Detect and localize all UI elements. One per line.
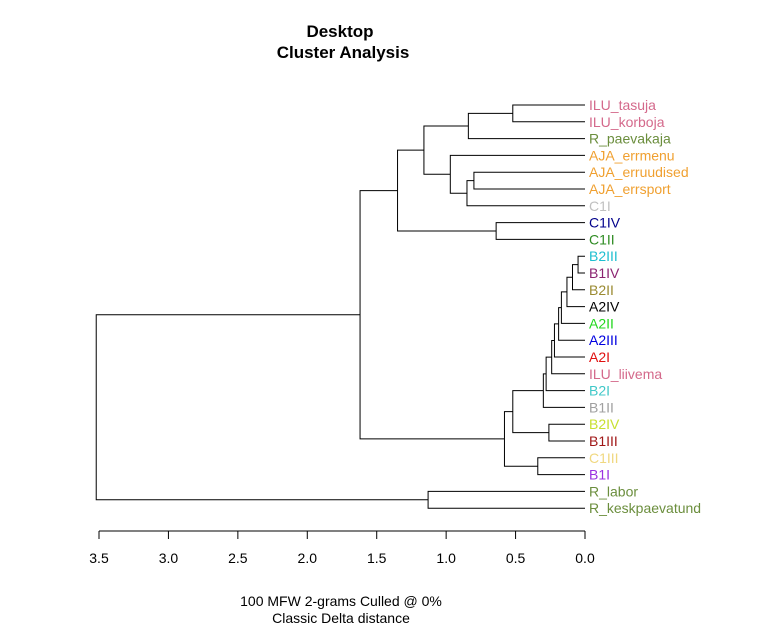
leaf-label: C1III	[589, 450, 619, 466]
chart-subtitle: Cluster Analysis	[277, 43, 410, 62]
leaf-label: A2III	[589, 332, 618, 348]
leaf-labels: ILU_tasujaILU_korbojaR_paevakajaAJA_errm…	[589, 97, 701, 516]
chart-title: Desktop	[306, 22, 373, 41]
branch-n21	[503, 411, 538, 467]
dendrogram-branches	[95, 104, 585, 509]
branch-n5	[449, 154, 585, 194]
branch-n24	[95, 314, 429, 501]
leaf-label: B2II	[589, 282, 614, 298]
x-tick-label: 3.0	[159, 550, 179, 566]
x-axis-label-2: Classic Delta distance	[272, 610, 410, 626]
leaf-label: AJA_errmenu	[589, 147, 675, 163]
leaf-label: C1I	[589, 198, 611, 214]
branch-n20	[537, 457, 585, 476]
branch-n11	[566, 276, 585, 308]
x-axis-label: 100 MFW 2-grams Culled @ 0%	[240, 593, 442, 609]
branch-n13	[558, 307, 585, 341]
leaf-label: B2I	[589, 383, 610, 399]
x-tick-label: 0.5	[506, 550, 526, 566]
leaf-label: ILU_liivema	[589, 366, 662, 382]
x-tick-label: 1.5	[367, 550, 387, 566]
leaf-label: B1I	[589, 467, 610, 483]
x-tick-label: 3.5	[89, 550, 109, 566]
leaf-label: R_paevakaja	[589, 131, 671, 147]
leaf-label: B1III	[589, 433, 618, 449]
branch-n22	[359, 190, 505, 440]
leaf-label: A2IV	[589, 299, 620, 315]
leaf-label: B1II	[589, 399, 614, 415]
branch-n6	[423, 125, 469, 175]
x-tick-label: 2.0	[298, 550, 318, 566]
branch-n3	[473, 171, 585, 190]
x-tick-label: 1.0	[436, 550, 456, 566]
leaf-label: B1IV	[589, 265, 620, 281]
branch-n9	[577, 255, 585, 274]
branch-n18	[548, 423, 585, 442]
x-tick-label: 0.0	[575, 550, 595, 566]
leaf-label: R_labor	[589, 483, 638, 499]
leaf-label: A2II	[589, 315, 614, 331]
leaf-label: B2IV	[589, 416, 620, 432]
branch-n2	[467, 112, 585, 140]
branch-n8	[397, 149, 497, 232]
branch-n23	[427, 490, 585, 509]
x-axis: 3.5 3.0 2.5 2.0 1.5 1.0 0.5 0.0	[89, 530, 595, 566]
leaf-label: C1II	[589, 231, 615, 247]
leaf-label: A2I	[589, 349, 610, 365]
branch-n10	[572, 264, 585, 291]
leaf-label: R_keskpaevatund	[589, 500, 701, 516]
branch-n4	[466, 180, 585, 207]
leaf-label: ILU_korboja	[589, 114, 665, 130]
branch-n7	[495, 222, 585, 240]
x-tick-label: 2.5	[228, 550, 248, 566]
leaf-label: AJA_erruudised	[589, 164, 689, 180]
branch-n1	[512, 104, 585, 123]
branch-n17	[542, 373, 585, 408]
leaf-label: C1IV	[589, 215, 621, 231]
leaf-label: AJA_errsport	[589, 181, 671, 197]
branch-n12	[560, 291, 585, 324]
leaf-label: B2III	[589, 248, 618, 264]
leaf-label: ILU_tasuja	[589, 97, 656, 113]
